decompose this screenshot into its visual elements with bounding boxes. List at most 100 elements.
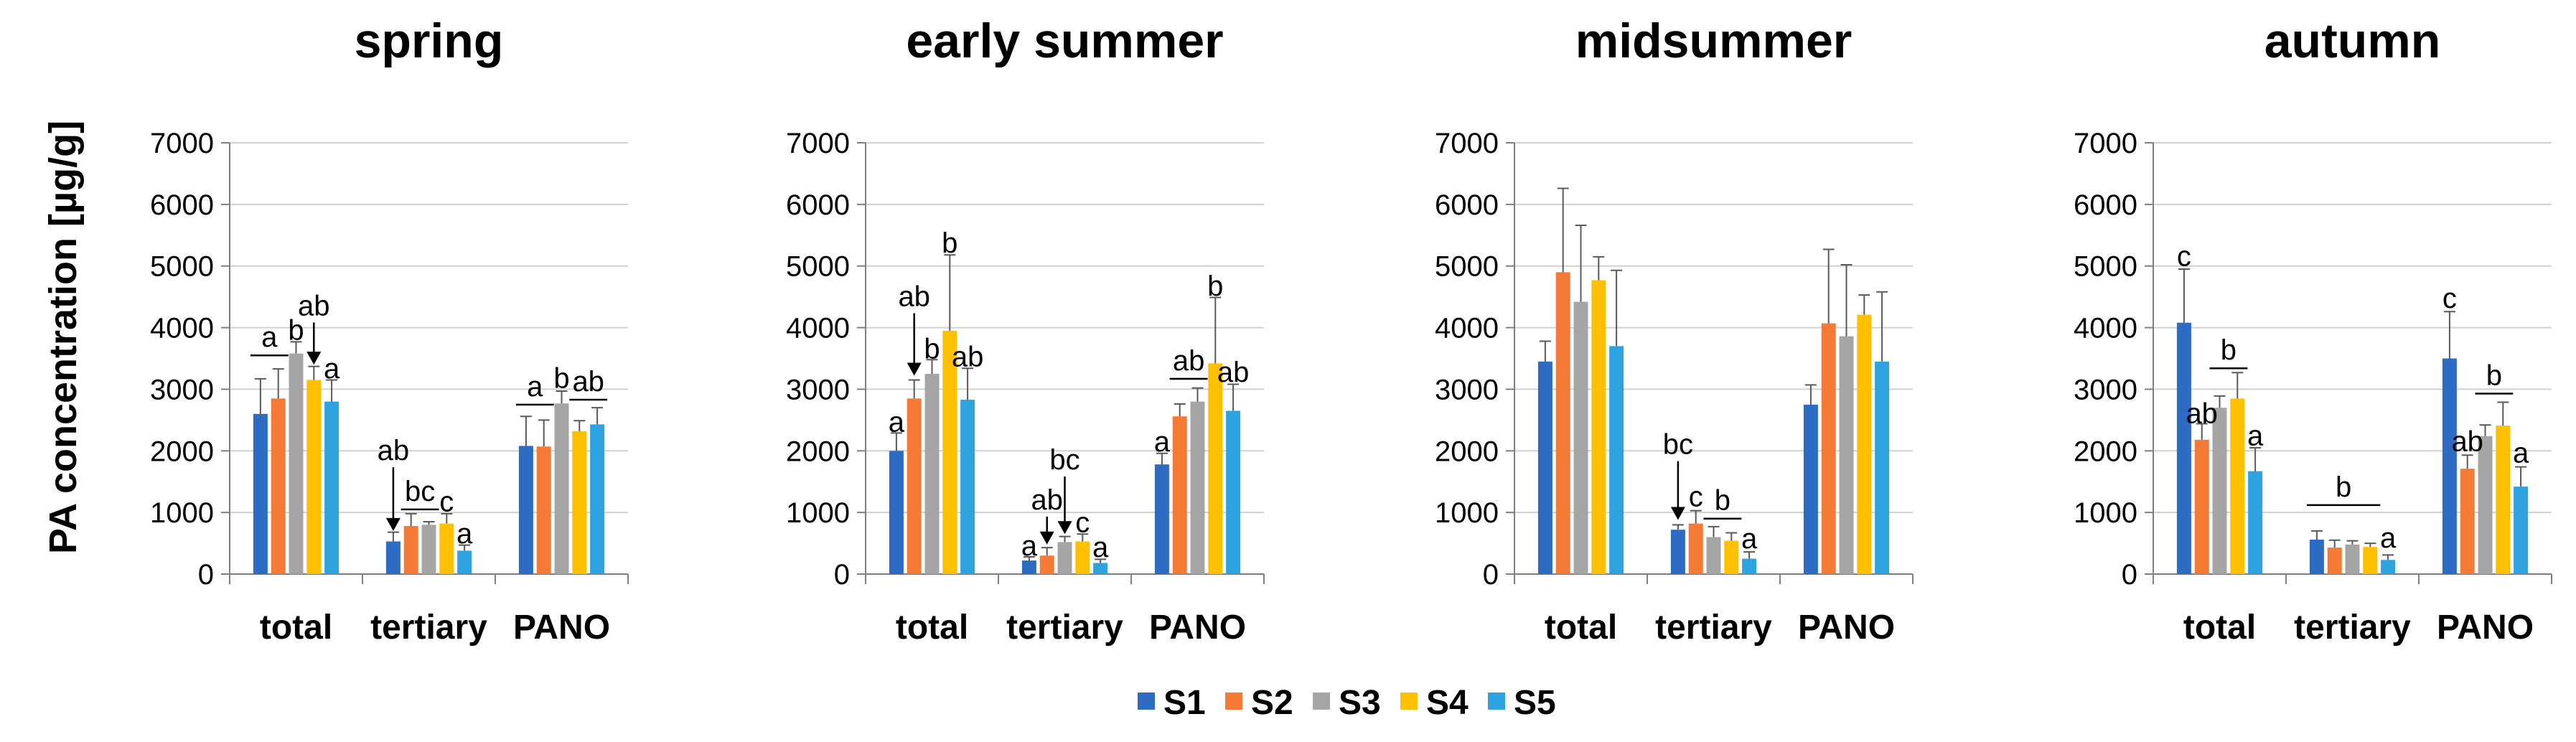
bar-S1-total xyxy=(253,413,268,574)
bar-S1-tertiary xyxy=(1670,530,1685,574)
annotation-arrowhead xyxy=(907,362,922,376)
bar-S3-tertiary xyxy=(2345,544,2360,574)
bar-S3-tertiary xyxy=(1057,542,1072,574)
y-tick-label: 6000 xyxy=(2074,189,2137,221)
bar-S1-PANO xyxy=(2442,358,2457,574)
y-tick-label: 3000 xyxy=(2074,374,2137,405)
bar-S3-PANO xyxy=(554,403,569,574)
bar-S2-total xyxy=(1555,272,1570,574)
significance-label: a xyxy=(261,321,278,353)
bar-S3-total xyxy=(2212,408,2227,574)
legend-swatch-S2 xyxy=(1225,692,1242,710)
panel-spring: spring 0 1000 2000 3000 4000 5000 6000 7000 total… xyxy=(150,14,629,647)
significance-label: ab xyxy=(298,290,330,321)
bar-S1-total xyxy=(889,451,904,574)
category-label: PANO xyxy=(1798,609,1895,647)
bar-S5-tertiary xyxy=(1093,563,1108,574)
y-axis-label: PA concentration [µg/g] xyxy=(42,121,85,554)
y-tick-label: 1000 xyxy=(150,497,214,529)
y-tick-label: 3000 xyxy=(786,374,850,405)
bar-S1-total xyxy=(1537,361,1552,574)
category-label: total xyxy=(260,609,332,647)
y-tick-label: 2000 xyxy=(2074,436,2137,467)
significance-label: c xyxy=(1075,507,1090,539)
category-label: tertiary xyxy=(2294,609,2411,647)
y-tick-label: 3000 xyxy=(150,374,214,405)
y-tick-label: 6000 xyxy=(786,189,850,221)
category-label: PANO xyxy=(1149,609,1246,647)
legend: S1 S2 S3 S4 S5 xyxy=(1138,684,1556,722)
legend-swatch-S5 xyxy=(1488,692,1505,710)
bar-S4-tertiary xyxy=(2363,547,2378,574)
significance-label: ab xyxy=(952,342,984,373)
significance-label: c xyxy=(2442,283,2457,314)
bar-S5-PANO xyxy=(590,424,605,574)
significance-label: ab xyxy=(1217,357,1250,388)
bar-S5-total xyxy=(2248,471,2263,574)
bar-S3-tertiary xyxy=(1706,537,1721,574)
bar-S4-tertiary xyxy=(439,523,454,574)
y-tick-label: 5000 xyxy=(786,251,850,283)
bar-S3-tertiary xyxy=(421,525,436,574)
bar-S1-tertiary xyxy=(385,541,401,574)
bar-S5-tertiary xyxy=(2381,560,2396,574)
category-label: PANO xyxy=(2437,609,2534,647)
significance-label: ab xyxy=(898,281,930,313)
significance-label: b xyxy=(924,334,940,365)
y-tick-label: 7000 xyxy=(786,128,850,159)
significance-label: ab xyxy=(2451,426,2483,457)
annotation-arrowhead xyxy=(1057,521,1072,535)
category-label: tertiary xyxy=(1006,609,1123,647)
y-tick-label: 6000 xyxy=(150,189,214,221)
bar-S1-PANO xyxy=(518,446,533,574)
significance-label: bc xyxy=(405,476,435,507)
bar-S5-tertiary xyxy=(1742,558,1757,574)
bar-S2-PANO xyxy=(2460,469,2475,574)
significance-label: b xyxy=(553,363,569,395)
bar-S2-total xyxy=(2194,439,2209,574)
y-tick-label: 5000 xyxy=(2074,251,2137,283)
chart-panels: spring 0 1000 2000 3000 4000 5000 6000 7000 total… xyxy=(150,14,2552,647)
y-tick-label: 0 xyxy=(834,559,850,591)
bar-S1-PANO xyxy=(1154,464,1169,574)
bar-S4-tertiary xyxy=(1724,540,1739,574)
significance-label: a xyxy=(324,353,340,385)
significance-label: ab xyxy=(1031,484,1063,516)
panel-title: spring xyxy=(355,14,504,68)
bar-S2-tertiary xyxy=(403,526,418,574)
bar-S3-total xyxy=(289,353,304,574)
bar-S2-total xyxy=(907,398,922,574)
y-tick-label: 4000 xyxy=(2074,313,2137,344)
bar-S2-PANO xyxy=(1172,416,1187,574)
category-label: tertiary xyxy=(1655,609,1772,647)
y-tick-label: 4000 xyxy=(786,313,850,344)
y-tick-label: 5000 xyxy=(150,251,214,283)
significance-label: a xyxy=(527,371,543,403)
category-label: total xyxy=(1545,609,1617,647)
significance-label: a xyxy=(1741,523,1758,555)
significance-label: bc xyxy=(1049,444,1079,476)
bar-S4-PANO xyxy=(1857,314,1872,574)
y-tick-label: 1000 xyxy=(2074,497,2137,529)
bar-S2-tertiary xyxy=(1039,555,1054,574)
significance-label: b xyxy=(288,315,304,347)
panel-autumn: autumn 0 1000 2000 3000 4000 5000 6000 7000 total… xyxy=(2074,14,2552,647)
y-tick-label: 7000 xyxy=(1435,128,1499,159)
significance-label: c xyxy=(439,486,454,517)
significance-label: c xyxy=(2177,241,2191,273)
bar-S4-total xyxy=(1591,280,1606,574)
category-label: total xyxy=(896,609,968,647)
y-tick-label: 2000 xyxy=(786,436,850,467)
y-tick-label: 0 xyxy=(1483,559,1499,591)
bar-S4-PANO xyxy=(572,431,587,574)
significance-label: ab xyxy=(572,366,604,398)
bar-S4-total xyxy=(2230,398,2245,574)
significance-label: a xyxy=(1154,426,1171,458)
legend-label-S2: S2 xyxy=(1251,684,1293,722)
legend-label-S5: S5 xyxy=(1514,684,1556,722)
significance-label: bc xyxy=(1663,429,1693,461)
significance-label: a xyxy=(2247,421,2264,452)
panel-title: midsummer xyxy=(1575,14,1852,68)
bar-S1-tertiary xyxy=(2309,539,2324,574)
category-label: tertiary xyxy=(370,609,487,647)
